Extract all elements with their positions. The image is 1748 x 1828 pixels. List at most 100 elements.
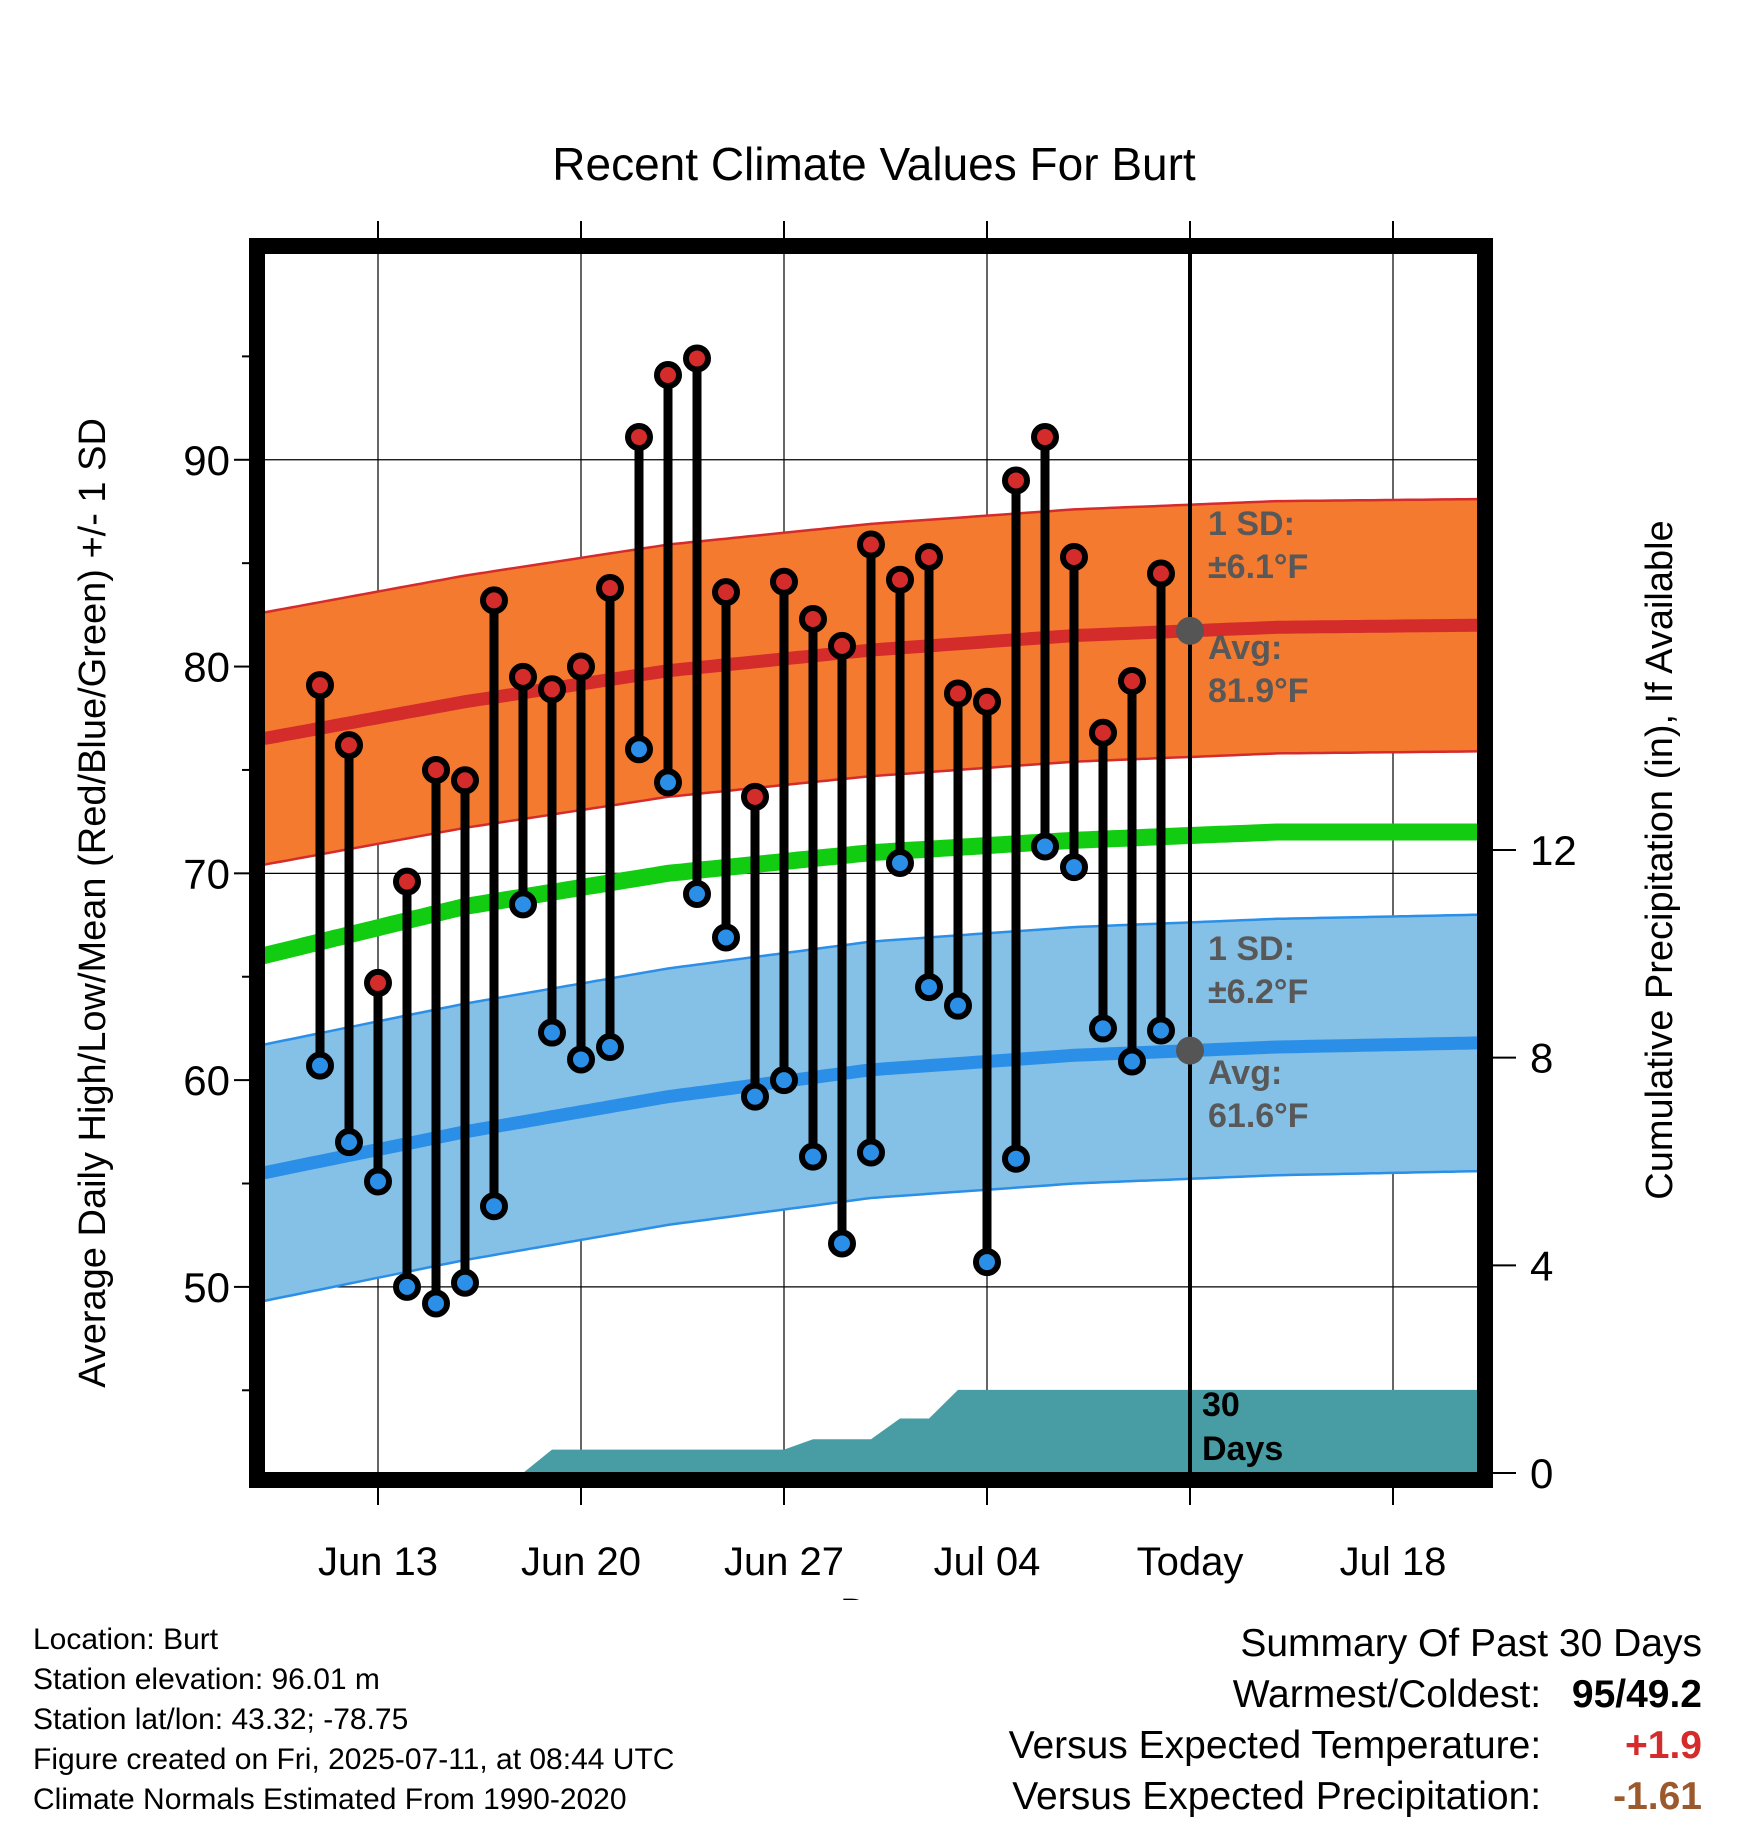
location-text: Location: Burt [33, 1623, 219, 1656]
low-point [915, 973, 943, 1002]
high-point [799, 605, 827, 633]
high-point [915, 542, 943, 571]
low-point [683, 880, 711, 909]
y2-axis-label: Cumulative Precipitation (in), If Availa… [1639, 520, 1681, 1199]
days-label-text: Days [1202, 1430, 1283, 1468]
high-sd-label: 1 SD: [1208, 505, 1295, 543]
low-point [451, 1268, 479, 1297]
high-sd-value: ±6.1°F [1208, 548, 1308, 586]
high-point [741, 782, 769, 811]
y-tick-label: 90 [183, 437, 230, 484]
low-point [973, 1248, 1001, 1277]
high-point [306, 671, 334, 700]
low-avg-value: 61.6°F [1208, 1097, 1309, 1135]
high-avg-label: Avg: [1208, 629, 1282, 667]
plot-frame [249, 238, 1493, 1488]
low-point [799, 1142, 827, 1171]
x-tick-label: Jun 27 [724, 1540, 844, 1584]
y-tick-label: 60 [183, 1057, 230, 1104]
precip-value: -1.61 [1613, 1775, 1702, 1818]
high-point [1089, 718, 1117, 747]
low-sd-label: 1 SD: [1208, 930, 1295, 968]
high-point [973, 687, 1001, 716]
high-point [422, 755, 450, 784]
high-point [1060, 542, 1088, 571]
high-point [625, 423, 653, 452]
high-avg-value: 81.9°F [1208, 672, 1309, 710]
summary-warmest-row: Warmest/Coldest: 95/49.2 [1009, 1669, 1702, 1720]
low-point [335, 1128, 363, 1157]
high-point [596, 573, 624, 602]
warmest-label: Warmest/Coldest: [1232, 1673, 1542, 1716]
low-point [1147, 1016, 1175, 1045]
y2-tick-label: 0 [1530, 1450, 1553, 1497]
low-point [480, 1192, 508, 1221]
low-sd-value: ±6.2°F [1208, 973, 1308, 1011]
precip-area [262, 1389, 1480, 1473]
x-tick-label: Jun 13 [318, 1540, 438, 1584]
high-point [770, 567, 798, 596]
summary-panel: Summary Of Past 30 Days Warmest/Coldest:… [1009, 1618, 1702, 1822]
high-point [480, 586, 508, 615]
high-point [393, 867, 421, 896]
x-axis-label: Day [840, 1592, 908, 1600]
y-tick-label: 70 [183, 850, 230, 897]
low-point [654, 768, 682, 797]
station-info: Location: Burt Station elevation: 96.01 … [33, 1620, 674, 1820]
low-point [1118, 1047, 1146, 1076]
summary-temp-row: Versus Expected Temperature: +1.9 [1009, 1720, 1702, 1771]
created-text: Figure created on Fri, 2025-07-11, at 08… [33, 1743, 675, 1776]
low-point [567, 1045, 595, 1074]
low-point [364, 1167, 392, 1196]
low-point [596, 1033, 624, 1062]
low-point [828, 1229, 856, 1258]
plot-area: 1 SD: ±6.1°F Avg: 81.9°F 1 SD: ±6.2°F Avg: 61.6… [183, 221, 1577, 1584]
plot-content [262, 253, 1480, 1473]
elevation-text: Station elevation: 96.01 m [33, 1663, 380, 1696]
high-point [857, 530, 885, 559]
high-point [683, 344, 711, 373]
y2-tick-label: 12 [1530, 827, 1577, 874]
temp-value: +1.9 [1625, 1724, 1702, 1767]
latlon-text: Station lat/lon: 43.32; -78.75 [33, 1703, 409, 1736]
y2-tick-label: 8 [1530, 1035, 1553, 1082]
high-point [1031, 423, 1059, 452]
temp-label: Versus Expected Temperature: [1008, 1724, 1542, 1767]
warmest-value: 95/49.2 [1571, 1673, 1702, 1716]
normals-text: Climate Normals Estimated From 1990-2020 [33, 1783, 627, 1816]
low-point [393, 1272, 421, 1301]
high-point [712, 578, 740, 607]
summary-title: Summary Of Past 30 Days [1240, 1622, 1702, 1665]
y-axis-label: Average Daily High/Low/Mean (Red/Blue/Gr… [72, 418, 114, 1388]
x-tick-label: Jun 20 [521, 1540, 641, 1584]
high-point [538, 675, 566, 704]
climate-chart: Recent Climate Values For Burt 1 SD: ±6.1… [72, 138, 1681, 1600]
summary-precip-row: Versus Expected Precipitation: -1.61 [1009, 1771, 1702, 1822]
low-point [1089, 1014, 1117, 1043]
high-point [364, 968, 392, 997]
high-point [886, 565, 914, 594]
low-point [1002, 1144, 1030, 1173]
y-tick-label: 80 [183, 644, 230, 691]
x-tick-label: Jul 18 [1340, 1540, 1447, 1584]
high-normal-today-marker [1176, 616, 1204, 645]
high-point [654, 361, 682, 389]
low-point [712, 923, 740, 952]
low-normal-today-marker [1176, 1036, 1204, 1065]
high-point [335, 731, 363, 760]
high-point [1002, 466, 1030, 495]
low-point [770, 1066, 798, 1095]
low-point [741, 1082, 769, 1111]
high-point [567, 652, 595, 681]
low-point [538, 1018, 566, 1047]
low-point [1060, 853, 1088, 882]
high-point [944, 679, 972, 708]
high-point [451, 766, 479, 795]
low-point [509, 890, 537, 919]
days-label-number: 30 [1202, 1386, 1240, 1424]
y2-tick-label: 4 [1530, 1242, 1553, 1289]
low-avg-label: Avg: [1208, 1054, 1282, 1092]
low-point [944, 991, 972, 1020]
low-point [306, 1051, 334, 1080]
chart-title: Recent Climate Values For Burt [552, 138, 1196, 190]
